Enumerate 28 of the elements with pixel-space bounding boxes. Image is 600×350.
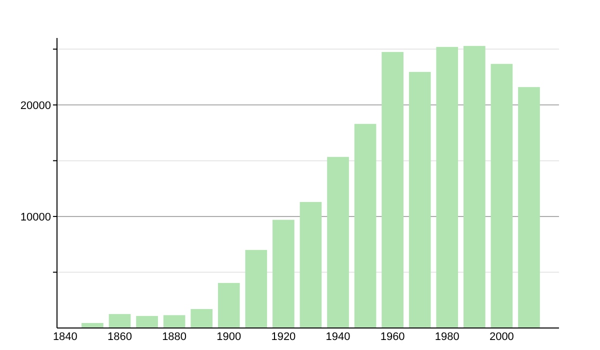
bar — [163, 315, 186, 328]
bar — [272, 220, 294, 328]
x-tick-label: 1980 — [434, 331, 460, 343]
y-tick-label: 10000 — [20, 211, 51, 224]
x-tick-label: 1840 — [52, 331, 78, 343]
bar — [436, 46, 458, 328]
bar — [464, 46, 486, 328]
x-tick-label: 1900 — [216, 331, 242, 343]
bar — [327, 156, 349, 328]
bar — [300, 202, 322, 328]
bar — [354, 124, 376, 328]
x-tick-label: 2000 — [489, 331, 514, 343]
bar — [245, 250, 268, 328]
x-tick-label: 1880 — [162, 331, 187, 343]
bar — [136, 316, 158, 328]
x-tick-label: 1960 — [380, 331, 405, 343]
bar — [408, 72, 431, 328]
x-tick-label: 1860 — [108, 331, 132, 343]
y-tick-label: 20000 — [20, 100, 51, 112]
bar — [518, 87, 540, 328]
x-tick-label: 1940 — [326, 331, 350, 343]
bar — [190, 309, 213, 328]
bar — [108, 314, 131, 328]
bar — [82, 322, 104, 328]
bar — [490, 64, 513, 328]
bar — [382, 52, 404, 328]
bar — [218, 282, 240, 328]
x-tick-label: 1920 — [271, 331, 296, 343]
